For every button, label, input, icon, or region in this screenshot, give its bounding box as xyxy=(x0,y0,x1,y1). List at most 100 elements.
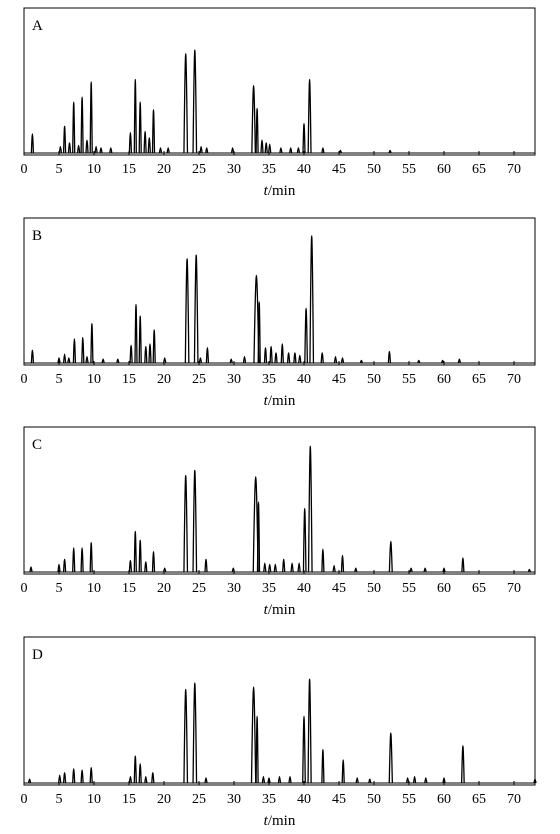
chromatogram-peak xyxy=(280,343,284,364)
chromatogram-peak xyxy=(256,501,261,573)
chromatogram-peak xyxy=(129,344,133,364)
x-tick-label: 70 xyxy=(507,581,521,596)
chromatogram-peak xyxy=(442,777,446,784)
chromatogram-peak xyxy=(193,254,199,364)
chromatogram-peak xyxy=(297,562,301,573)
x-tick-label: 20 xyxy=(157,162,171,177)
chromatogram-peak xyxy=(409,567,413,573)
chromatogram-peak xyxy=(388,540,393,573)
chromatogram-peak xyxy=(72,547,76,573)
chromatogram-peak xyxy=(267,777,271,784)
chromatogram-peak xyxy=(148,343,152,364)
chromatogram-peak xyxy=(192,469,198,573)
chromatogram-peak xyxy=(296,147,301,154)
chromatogram-peak xyxy=(321,749,325,784)
chromatogram-peak xyxy=(341,759,345,784)
chromatogram-peak xyxy=(263,562,267,573)
chromatogram-peak xyxy=(251,85,256,154)
chromatogram-peak xyxy=(277,775,282,784)
x-tick-label: 0 xyxy=(21,581,28,596)
x-tick-label: 60 xyxy=(437,372,451,387)
chromatogram-peak xyxy=(147,137,151,154)
chromatogram-peak xyxy=(307,78,312,154)
x-tick-label: 70 xyxy=(507,162,521,177)
chromatogram-peak xyxy=(30,349,35,364)
chromatogram-peak xyxy=(417,359,421,364)
x-tick-label: 65 xyxy=(472,372,486,387)
chromatogram-peak xyxy=(133,530,137,573)
x-tick-label: 40 xyxy=(297,372,311,387)
chromatogram-peak xyxy=(307,445,313,573)
chromatogram-peak xyxy=(90,322,94,364)
chromatogram-peak xyxy=(57,357,61,364)
x-tick-label: 45 xyxy=(332,372,346,387)
chromatogram-peak xyxy=(268,563,272,573)
x-tick-label: 5 xyxy=(56,372,63,387)
chromatogram-peak xyxy=(128,559,133,573)
x-tick-label: 50 xyxy=(367,792,381,807)
x-tick-label: 55 xyxy=(402,162,416,177)
chromatogram-peak xyxy=(354,567,358,573)
x-tick-label: 55 xyxy=(402,581,416,596)
x-axis-label: t/min xyxy=(264,813,296,829)
x-axis-label: t/min xyxy=(264,602,296,618)
chromatogram-peak xyxy=(152,329,156,364)
chromatogram-peak xyxy=(151,109,156,154)
chromatogram-peak xyxy=(144,345,148,364)
chromatogram-peak xyxy=(307,678,312,784)
chromatogram-peak xyxy=(128,775,133,784)
chromatogram-peak xyxy=(81,336,85,364)
x-tick-label: 0 xyxy=(21,162,28,177)
chromatogram-peak xyxy=(290,562,294,573)
chromatogram-peak xyxy=(183,474,189,573)
chromatogram-peak xyxy=(269,345,273,364)
chromatogram-peak xyxy=(101,358,105,364)
x-axis-label: t/min xyxy=(264,183,296,199)
chromatogram-peak xyxy=(279,147,283,154)
x-tick-label: 35 xyxy=(262,792,276,807)
x-tick-label: 65 xyxy=(472,162,486,177)
chromatogram-peak xyxy=(138,315,142,364)
chromatogram-peak xyxy=(151,551,156,573)
panel-label: C xyxy=(32,437,42,453)
chromatogram-peak xyxy=(274,352,278,364)
panel-frame xyxy=(23,636,536,786)
chromatogram-peak xyxy=(273,563,277,573)
chromatogram-peak xyxy=(183,53,189,154)
x-axis-label-unit: /min xyxy=(268,393,296,409)
chromatogram-peak xyxy=(192,682,198,784)
chromatogram-peak xyxy=(461,557,465,573)
x-tick-label: 65 xyxy=(472,581,486,596)
chromatogram-peak xyxy=(57,563,61,573)
x-axis-label-unit: /min xyxy=(268,813,296,829)
chromatogram-peak xyxy=(533,778,537,784)
chromatogram-peak xyxy=(204,558,208,573)
chromatogram-peak xyxy=(138,539,142,573)
x-axis-label-variable: t xyxy=(264,813,269,829)
chromatogram-peak xyxy=(151,772,155,784)
chromatogram-peak xyxy=(229,358,233,364)
x-tick-label: 25 xyxy=(192,162,206,177)
chromatogram-peak xyxy=(230,147,235,154)
chromatogram-peak xyxy=(85,139,89,154)
chromatogram-peak xyxy=(460,745,465,784)
x-tick-label: 20 xyxy=(157,581,171,596)
chromatogram-peak xyxy=(158,147,163,154)
chromatogram-peak xyxy=(255,107,259,154)
chromatogram-peak xyxy=(261,775,266,784)
chromatogram-peak xyxy=(138,101,142,154)
x-tick-label: 45 xyxy=(332,162,346,177)
x-tick-label: 50 xyxy=(367,581,381,596)
chromatogram-peak xyxy=(359,359,364,364)
chromatogram-peak xyxy=(58,774,62,784)
x-tick-label: 10 xyxy=(87,581,101,596)
x-tick-label: 70 xyxy=(507,792,521,807)
x-tick-label: 15 xyxy=(122,162,136,177)
chromatogram-peak xyxy=(309,235,315,364)
chromatogram-peak xyxy=(302,123,306,154)
x-axis-label-variable: t xyxy=(264,393,269,409)
x-tick-label: 10 xyxy=(87,792,101,807)
chromatogram-peak xyxy=(133,755,137,784)
x-tick-label: 35 xyxy=(262,372,276,387)
x-tick-label: 45 xyxy=(332,581,346,596)
